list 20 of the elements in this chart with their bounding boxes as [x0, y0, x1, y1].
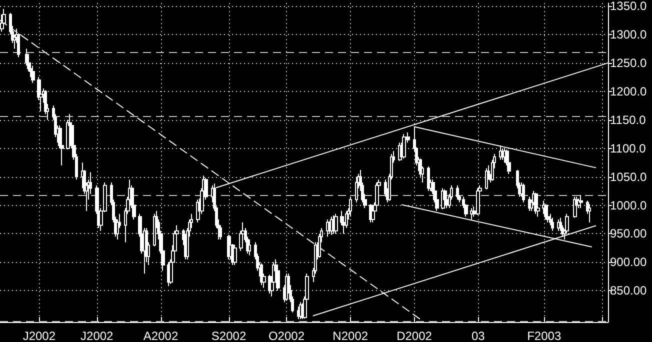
y-tick-label: 1200.0: [610, 84, 648, 98]
y-tick-label: 950.00: [610, 226, 648, 241]
y-tick-label: 1050.0: [610, 170, 648, 184]
x-tick-label: A2002: [143, 329, 178, 342]
y-tick-label: 850.00: [610, 284, 648, 298]
x-tick-label: N2002: [332, 329, 368, 342]
x-tick-label: S2002: [211, 329, 246, 342]
x-tick-label: O2002: [268, 329, 305, 342]
x-tick-label: J2002: [22, 329, 56, 342]
y-tick-label: 1100.0: [610, 141, 646, 156]
y-tick-label: 900.00: [610, 255, 648, 270]
y-tick-label: 1000.0: [610, 198, 648, 212]
x-tick-label: J2002: [80, 329, 114, 342]
x-tick-label: D2002: [396, 329, 432, 342]
y-tick-label: 1350.0: [610, 0, 648, 13]
y-tick-label: 1250.0: [610, 56, 648, 70]
x-tick-label: F2003: [527, 329, 562, 342]
x-tick-label: 03: [471, 329, 486, 342]
y-tick-label: 1300.0: [610, 27, 648, 42]
y-tick-label: 1150.0: [610, 112, 646, 127]
